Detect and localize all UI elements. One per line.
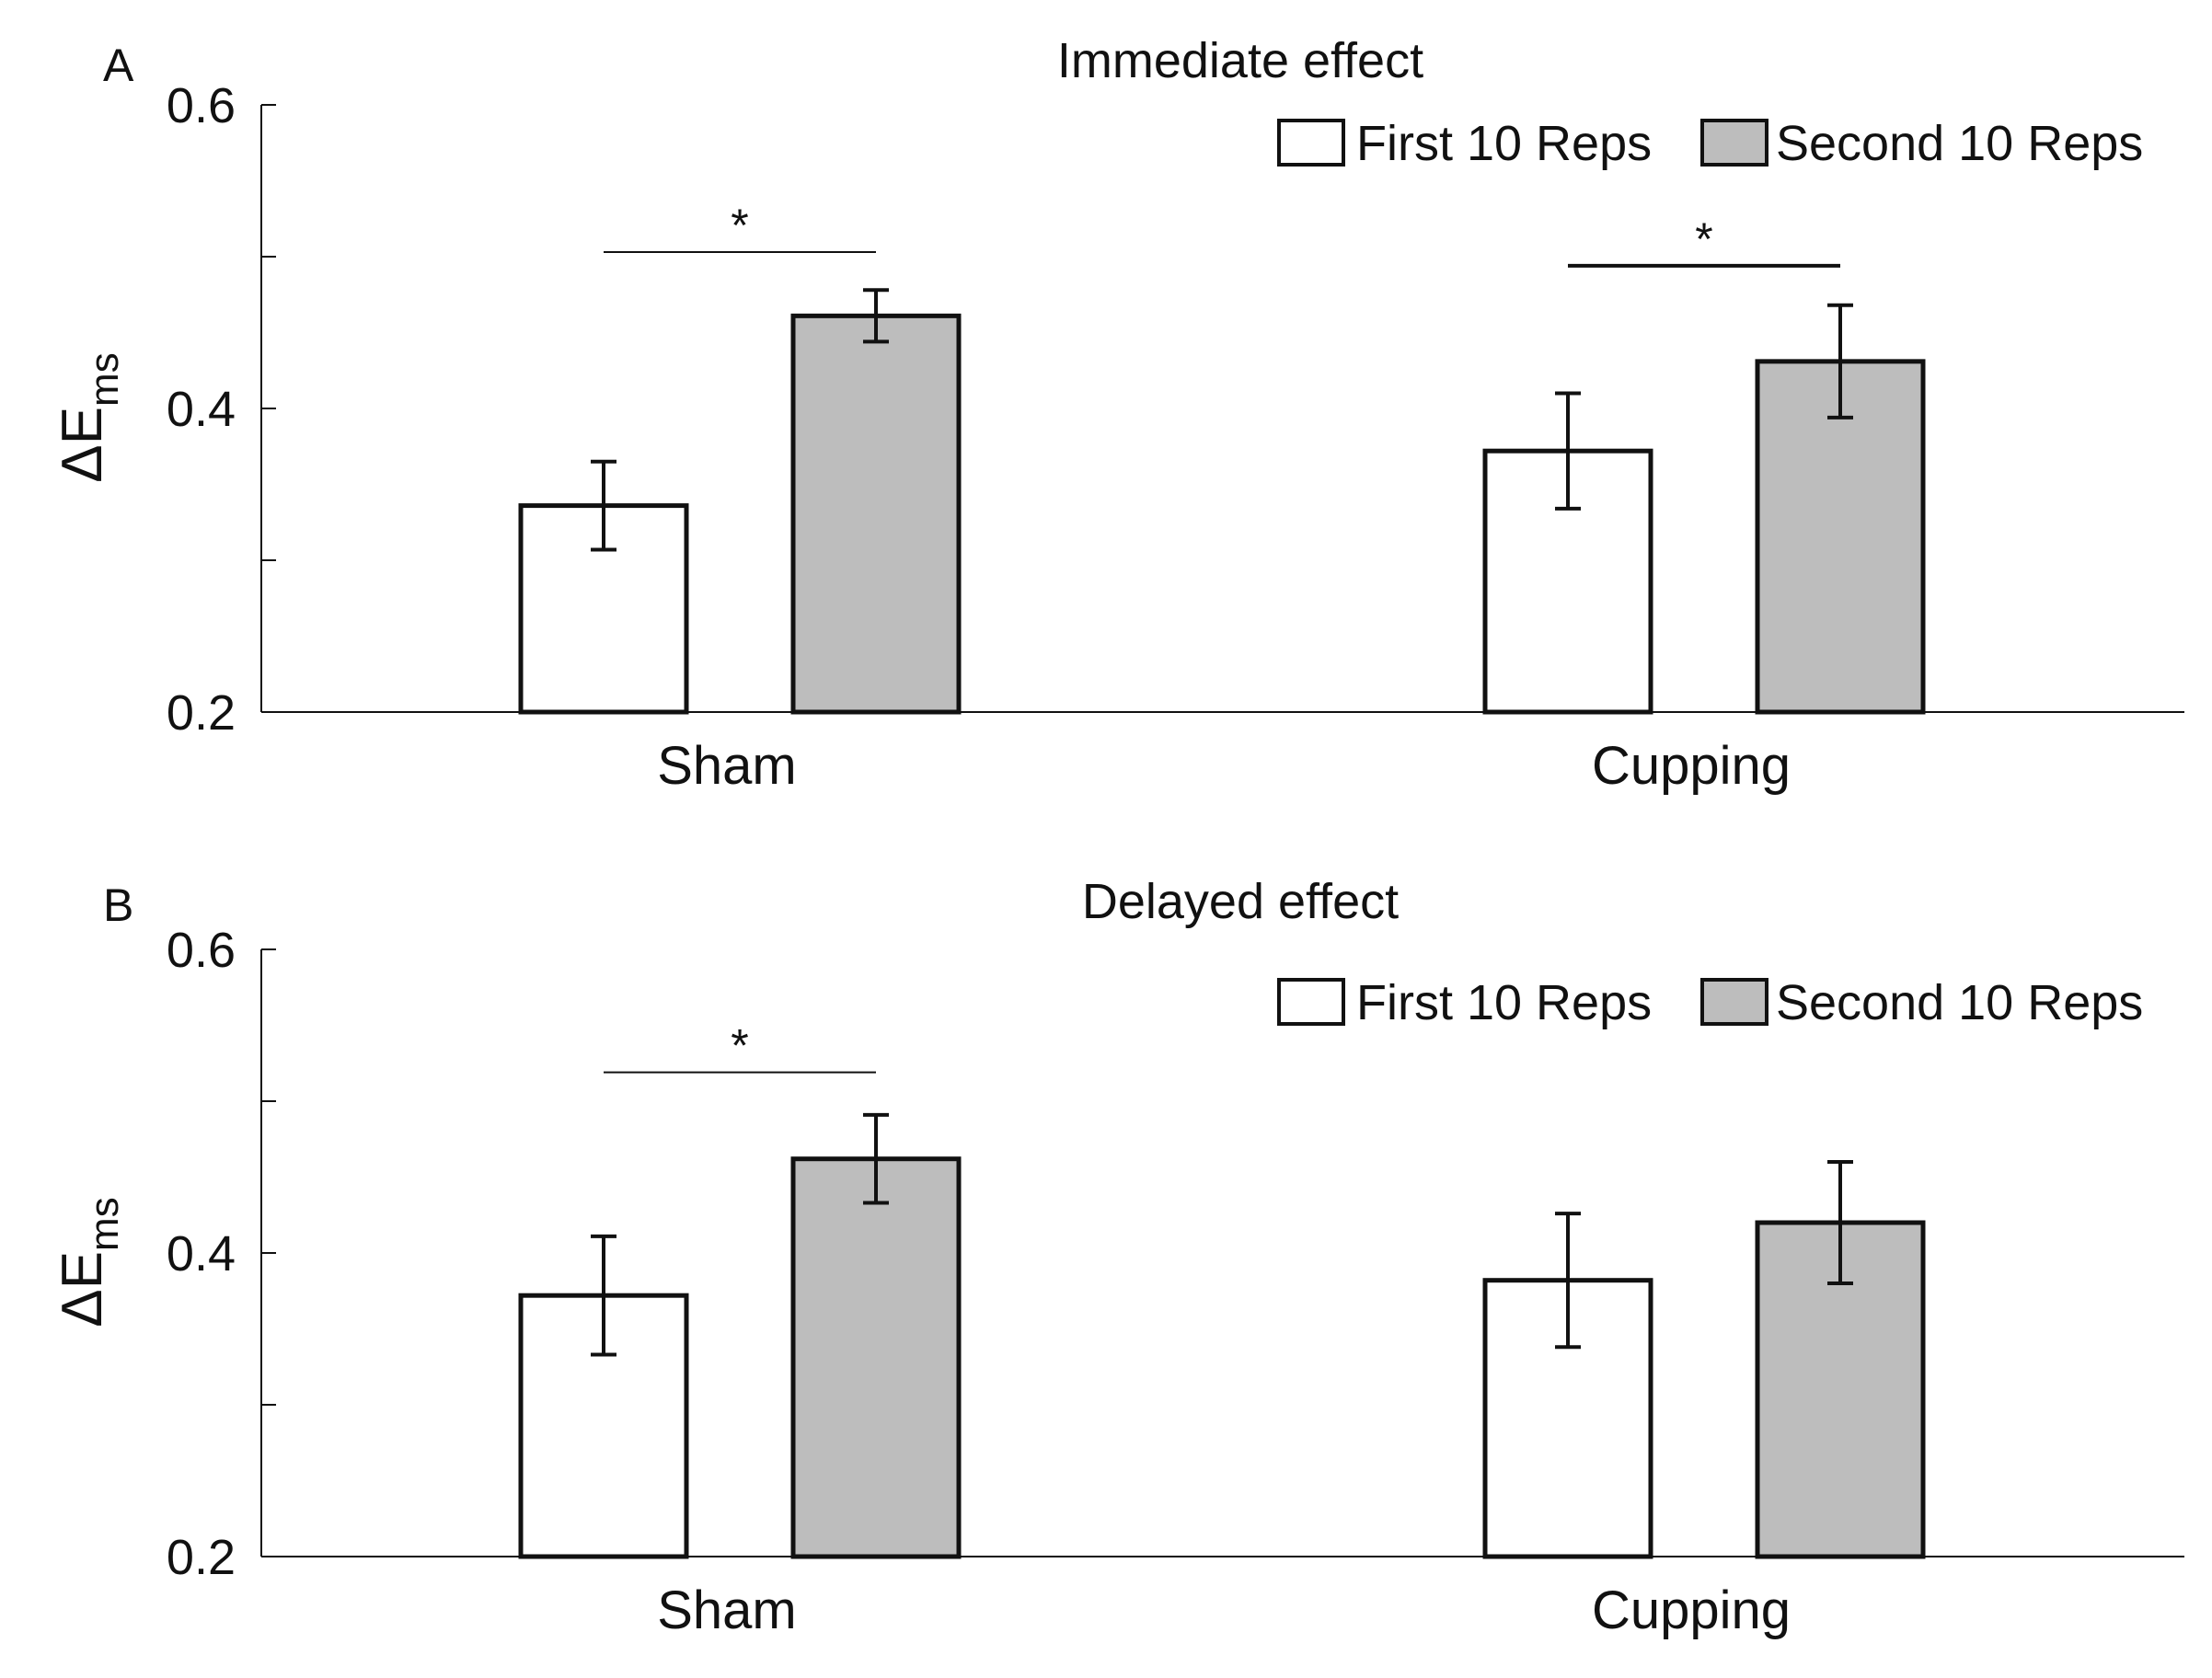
legend-swatch-first (1277, 119, 1345, 167)
y-axis-label-main: ΔE (51, 407, 114, 483)
bar-second-sham (790, 1156, 962, 1559)
y-axis-label-sub: ms (82, 352, 127, 407)
bar-second-cupping (1755, 359, 1926, 715)
category-label: Cupping (1592, 736, 1791, 796)
legend-label-first: First 10 Reps (1356, 116, 1652, 171)
legend-label-second: Second 10 Reps (1776, 116, 2143, 171)
y-axis-label: ΔEms (51, 1197, 127, 1327)
panel-A: A Immediate effect 0.2 0.4 0.6 ΔEms Sham Cuppin… (51, 33, 2184, 796)
y-axis-label-main: ΔE (51, 1251, 114, 1327)
significance-star: * (1695, 213, 1712, 265)
legend-label-first: First 10 Reps (1356, 975, 1652, 1030)
category-label: Cupping (1592, 1580, 1791, 1640)
panel-B: B Delayed effect 0.2 0.4 0.6 ΔEms Sham Cupping *… (51, 874, 2184, 1640)
y-tick-label: 0.4 (167, 382, 236, 437)
y-axis-label: ΔEms (51, 352, 127, 482)
panel-label: B (103, 879, 133, 931)
chart-title: Delayed effect (1082, 874, 1399, 929)
panel-label: A (103, 40, 134, 91)
chart-title: Immediate effect (1057, 33, 1423, 88)
y-tick-label: 0.6 (167, 923, 236, 978)
legend-swatch-first (1277, 978, 1345, 1026)
y-tick-label: 0.2 (167, 1530, 236, 1585)
category-label: Sham (657, 1580, 797, 1640)
significance-star: * (731, 200, 748, 251)
y-tick-label: 0.2 (167, 685, 236, 741)
legend-swatch-second (1700, 978, 1768, 1026)
significance-star: * (731, 1020, 748, 1072)
y-tick-label: 0.4 (167, 1226, 236, 1281)
legend: First 10 Reps Second 10 Reps (1277, 116, 2143, 171)
legend: First 10 Reps Second 10 Reps (1277, 975, 2143, 1030)
y-axis-label-sub: ms (82, 1197, 127, 1251)
y-tick-label: 0.6 (167, 78, 236, 133)
bar-second-sham (790, 313, 962, 715)
category-label: Sham (657, 736, 797, 796)
legend-swatch-second (1700, 119, 1768, 167)
legend-label-second: Second 10 Reps (1776, 975, 2143, 1030)
bar-first-cupping (1482, 448, 1653, 715)
